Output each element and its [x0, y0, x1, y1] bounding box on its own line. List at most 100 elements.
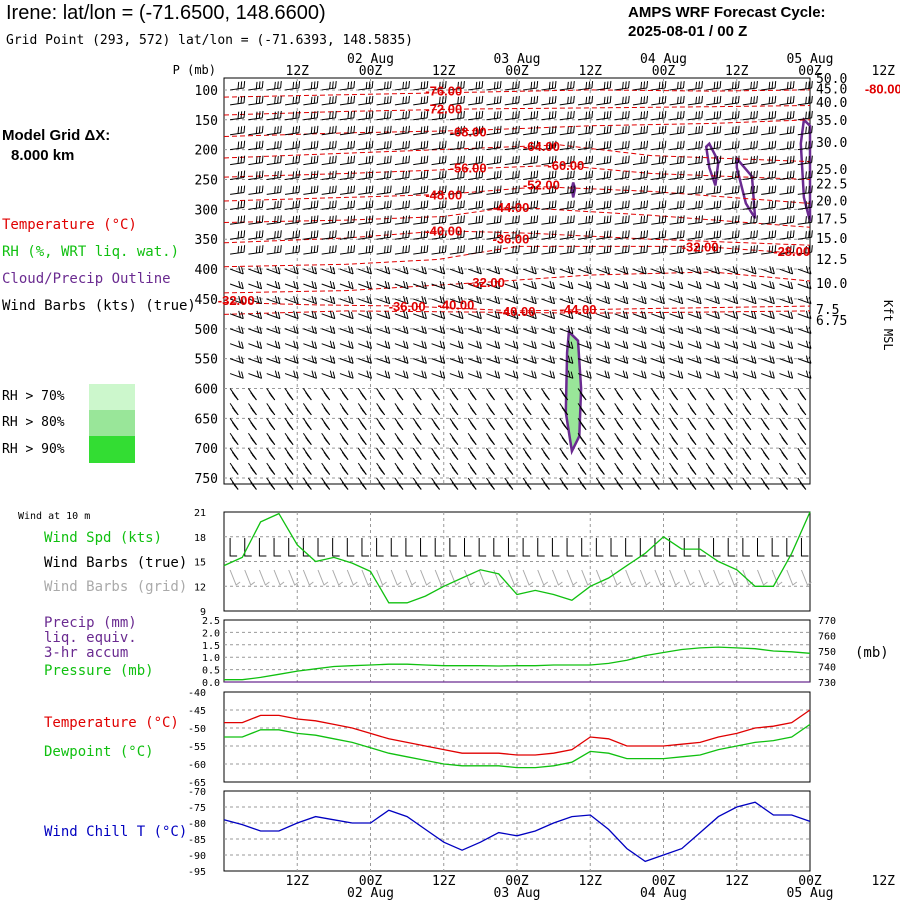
- wind-barb-flag: [756, 155, 758, 163]
- wind-barb: [229, 343, 244, 349]
- wind-barb-flag: [277, 200, 279, 208]
- height-tick-label: 30.0: [816, 136, 847, 151]
- pressure-tick-label: 500: [195, 323, 218, 338]
- wind-barb-flag: [280, 80, 282, 89]
- temp-tick-label: -55: [188, 742, 206, 753]
- wind-barb-flag: [451, 392, 457, 398]
- wind-barb-flag: [643, 341, 647, 349]
- wind-barb-flag: [231, 466, 237, 473]
- wind-barb-flag: [494, 295, 498, 303]
- wind-barb-flag: [515, 141, 517, 149]
- wind-barb-flag: [696, 265, 699, 273]
- wind-barb: [559, 87, 574, 91]
- wind-barb-flag: [689, 407, 695, 413]
- wind-barb-flag: [274, 280, 278, 288]
- wind-barb: [431, 343, 445, 349]
- wind-barb: [468, 102, 483, 106]
- wind10m-barb: [727, 538, 736, 557]
- wind-barb: [596, 117, 611, 121]
- wind-barb: [669, 268, 683, 275]
- wind-barb-flag: [701, 245, 703, 253]
- wind-barb-flag: [444, 245, 447, 253]
- wind-barb-flag: [750, 310, 754, 318]
- wind-barb-flag: [261, 230, 264, 238]
- wind-barb: [303, 87, 318, 91]
- wind-barb: [284, 206, 299, 210]
- wind-barb: [632, 132, 647, 136]
- wind-barb-flag: [405, 156, 408, 164]
- wind-barb-flag: [329, 156, 331, 164]
- wind-barb: [706, 268, 720, 275]
- wind-barb-flag: [719, 185, 722, 193]
- wind-barb: [284, 373, 299, 379]
- wind-barb-flag: [769, 340, 772, 348]
- wind-barb-flag: [408, 215, 410, 223]
- wind-barb-flag: [653, 407, 658, 413]
- wind-barb-flag: [277, 141, 279, 149]
- pressure-tick-label: 200: [195, 144, 218, 159]
- wind-barb-flag: [679, 81, 682, 89]
- wind-barb: [687, 236, 702, 240]
- wind-barb-flag: [585, 126, 588, 134]
- wind-barb-flag: [286, 407, 292, 413]
- wind-barb-flag: [701, 80, 703, 89]
- wind-barb-flag: [415, 422, 420, 428]
- wind-barb-flag: [643, 326, 647, 334]
- wind-barb-flag: [573, 155, 575, 163]
- wind-barb-flag: [478, 81, 481, 89]
- wind-barb-flag: [261, 80, 264, 89]
- wind-barb-flag: [625, 215, 627, 223]
- wind-barb-flag: [463, 185, 465, 193]
- wind-barb-flag: [717, 281, 720, 289]
- wind-barb: [559, 373, 574, 379]
- wind-barb-flag: [701, 200, 703, 208]
- wind-barb: [760, 313, 775, 320]
- wind-barb-flag: [313, 170, 316, 179]
- wind-barb-flag: [646, 170, 649, 178]
- wind-barb-flag: [512, 141, 514, 149]
- wind-barb-flag: [734, 230, 737, 238]
- wind-barb: [742, 251, 757, 255]
- wind-barb-flag: [365, 171, 368, 179]
- wind-barb-flag: [570, 215, 572, 223]
- wind-barb-flag: [774, 245, 777, 253]
- wind-barb: [779, 298, 793, 305]
- wind-barb-flag: [512, 295, 516, 303]
- wind-barb-flag: [366, 355, 370, 363]
- wind-barb-flag: [386, 141, 389, 149]
- wind-barb: [376, 191, 391, 195]
- wind-barb-flag: [570, 156, 572, 164]
- wind-barb-flag: [762, 437, 768, 443]
- wind-barb-flag: [255, 156, 258, 164]
- wind-barb-flag: [771, 96, 774, 104]
- wind-barb-flag: [488, 437, 494, 443]
- wind-barb-flag: [237, 126, 240, 134]
- wind-barb-flag: [591, 80, 594, 89]
- wind-barb-flag: [405, 296, 409, 304]
- wind-barb: [761, 87, 776, 91]
- wind-barb-flag: [713, 231, 716, 239]
- wind-barb: [413, 162, 428, 166]
- wind-barb-flag: [515, 371, 519, 379]
- wind-barb: [339, 147, 354, 151]
- wind-barb-flag: [698, 267, 702, 274]
- wind-barb-flag: [515, 326, 519, 334]
- wind-barb: [797, 177, 812, 180]
- wind10m-grid-barb: [302, 569, 314, 586]
- wind-barb-flag: [368, 170, 371, 179]
- wind-barb: [321, 102, 336, 106]
- wind-barb-flag: [329, 186, 331, 194]
- wind-barb-flag: [607, 326, 610, 334]
- wind-barb-flag: [296, 296, 299, 304]
- wind-barb-flag: [261, 215, 264, 223]
- wind10m-grid-barb: [361, 569, 373, 586]
- wind-barb-flag: [497, 296, 501, 304]
- wind-barb-flag: [708, 407, 713, 413]
- wind-barb: [559, 236, 574, 240]
- wind-barb-flag: [628, 230, 630, 238]
- wind-barb-flag: [243, 110, 246, 118]
- wind-barb-flag: [277, 170, 279, 179]
- wind-barb: [797, 343, 812, 349]
- wind-barb: [614, 313, 628, 320]
- wind-barb-flag: [734, 245, 737, 253]
